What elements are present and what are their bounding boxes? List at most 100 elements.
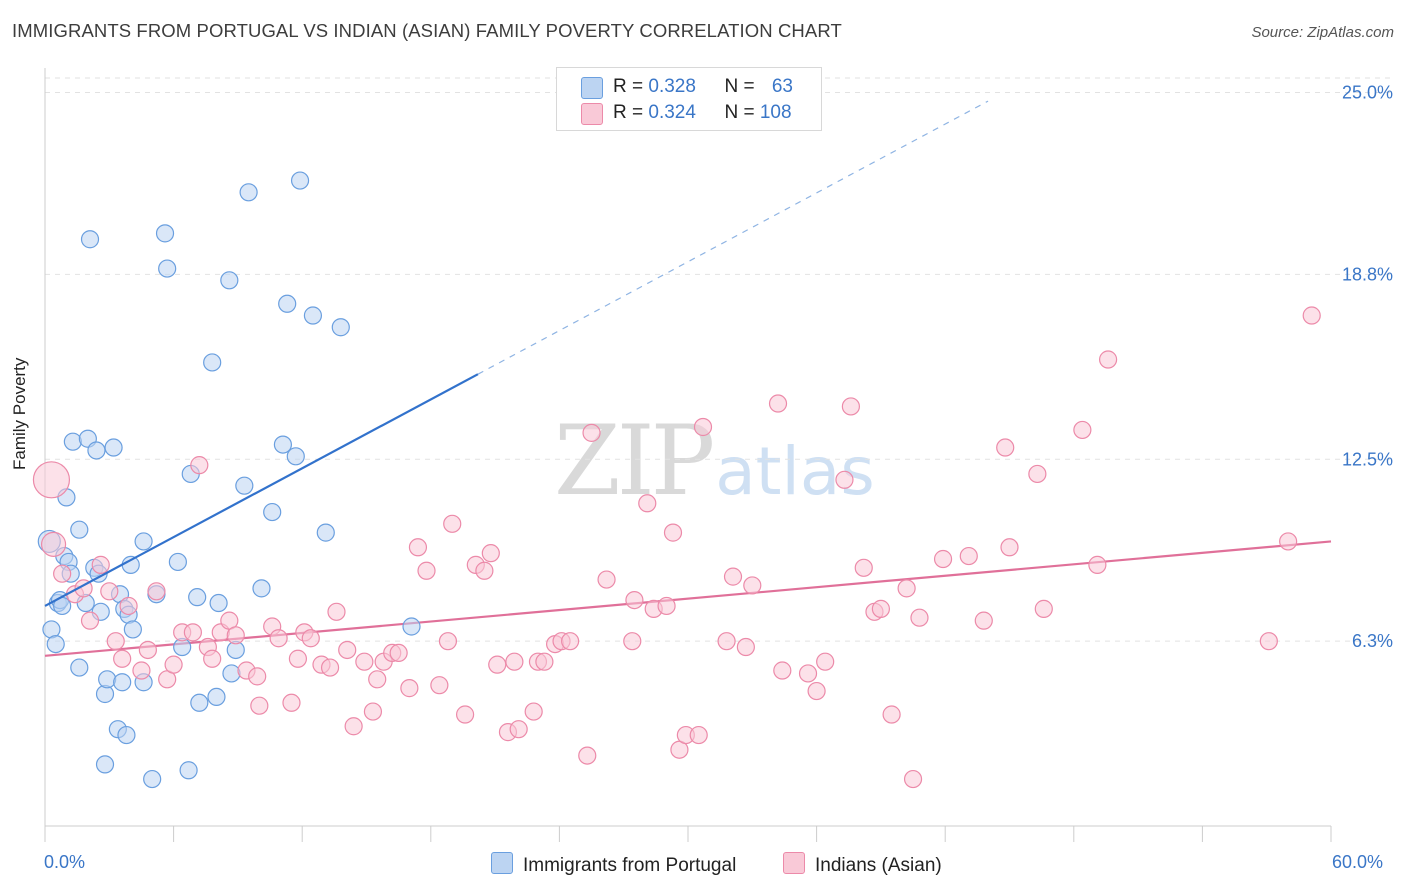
point-portugal <box>134 532 153 551</box>
y-tick-label: 18.8% <box>1342 264 1393 284</box>
point-indian <box>408 538 428 557</box>
point-indian <box>91 555 110 574</box>
point-indian <box>1259 632 1278 651</box>
point-indian <box>768 394 788 413</box>
point-indian <box>250 696 269 715</box>
point-indian <box>288 649 308 668</box>
point-indian <box>443 514 462 533</box>
point-portugal <box>239 183 258 202</box>
r-value-indian: 0.324 <box>648 102 696 123</box>
point-indian <box>138 640 157 660</box>
point-portugal <box>104 438 123 457</box>
legend-swatch-portugal <box>581 77 603 99</box>
point-portugal <box>316 523 335 542</box>
n-value-indian: 108 <box>759 102 792 123</box>
point-indian <box>363 702 383 721</box>
point-indian <box>736 637 755 657</box>
point-portugal <box>95 755 115 774</box>
point-indian <box>903 769 923 789</box>
point-indian <box>717 632 736 651</box>
legend-item-portugal: Immigrants from Portugal <box>491 852 736 877</box>
y-tick-label: 6.3% <box>1352 631 1393 651</box>
point-indian <box>773 661 792 680</box>
point-portugal <box>190 693 209 712</box>
x-tick-label-max: 60.0% <box>1332 852 1384 872</box>
point-portugal <box>203 353 222 372</box>
point-indian <box>100 582 119 601</box>
point-indian <box>1088 555 1107 574</box>
y-axis-title: Family Poverty <box>10 357 29 470</box>
stats-legend: R = 0.328 N = 63 R = 0.324 N = 108 <box>556 67 822 131</box>
point-indian <box>32 461 71 499</box>
point-indian <box>400 679 419 698</box>
r-value-portugal: 0.328 <box>648 76 696 97</box>
point-portugal <box>290 171 310 190</box>
point-indian <box>475 561 494 580</box>
point-indian <box>132 661 151 680</box>
point-indian <box>183 623 202 642</box>
legend-label-portugal: Immigrants from Portugal <box>523 855 737 876</box>
point-indian <box>320 658 340 677</box>
point-indian <box>226 626 245 645</box>
point-portugal <box>123 620 142 639</box>
point-portugal <box>70 520 89 539</box>
point-indian <box>561 632 580 651</box>
point-portugal <box>98 670 117 689</box>
point-indian <box>625 590 644 610</box>
point-portugal <box>402 617 421 636</box>
point-indian <box>113 649 132 668</box>
point-indian <box>1302 306 1321 325</box>
point-indian <box>1034 599 1053 618</box>
source-label: Source: ZipAtlas.com <box>1251 24 1394 41</box>
y-tick-label: 25.0% <box>1342 83 1393 103</box>
point-indian <box>455 705 475 724</box>
watermark-zip: ZIP <box>554 405 715 517</box>
legend-swatch-indian <box>783 852 805 874</box>
point-indian <box>301 629 320 648</box>
point-indian <box>106 632 125 651</box>
point-indian <box>40 531 67 557</box>
point-indian <box>164 655 183 674</box>
point-portugal <box>235 476 254 495</box>
point-indian <box>578 746 597 765</box>
legend-item-indian: Indians (Asian) <box>783 852 942 877</box>
point-indian <box>488 655 507 674</box>
point-indian <box>743 576 762 595</box>
r-label: R = <box>613 76 649 97</box>
point-indian <box>1000 538 1019 557</box>
point-indian <box>119 596 138 616</box>
point-indian <box>807 681 826 701</box>
x-tick-label-min: 0.0% <box>44 852 86 872</box>
trend-line-indian <box>44 540 1332 657</box>
r-label: R = <box>613 102 649 123</box>
point-indian <box>282 693 301 712</box>
point-indian <box>798 664 818 683</box>
point-portugal <box>331 318 350 337</box>
point-indian <box>344 717 363 736</box>
point-indian <box>854 558 873 577</box>
trend-line-portugal-extension <box>477 100 989 375</box>
point-portugal <box>113 673 132 692</box>
point-indian <box>996 438 1015 457</box>
point-portugal <box>117 725 136 745</box>
point-indian <box>147 582 166 601</box>
point-portugal <box>278 294 297 313</box>
point-indian <box>1028 464 1047 484</box>
point-portugal <box>87 441 106 460</box>
point-portugal <box>63 432 82 451</box>
point-indian <box>1073 420 1092 440</box>
point-indian <box>481 544 500 563</box>
point-indian <box>327 602 346 621</box>
point-indian <box>582 423 601 442</box>
point-indian <box>835 470 854 489</box>
point-indian <box>841 397 860 416</box>
point-indian <box>368 670 387 689</box>
n-label: N = <box>724 102 760 123</box>
trend-line-portugal <box>44 373 479 607</box>
point-portugal <box>179 761 198 780</box>
point-indian <box>535 652 554 671</box>
point-indian <box>269 629 288 648</box>
point-indian <box>689 725 708 745</box>
point-portugal <box>70 658 89 677</box>
